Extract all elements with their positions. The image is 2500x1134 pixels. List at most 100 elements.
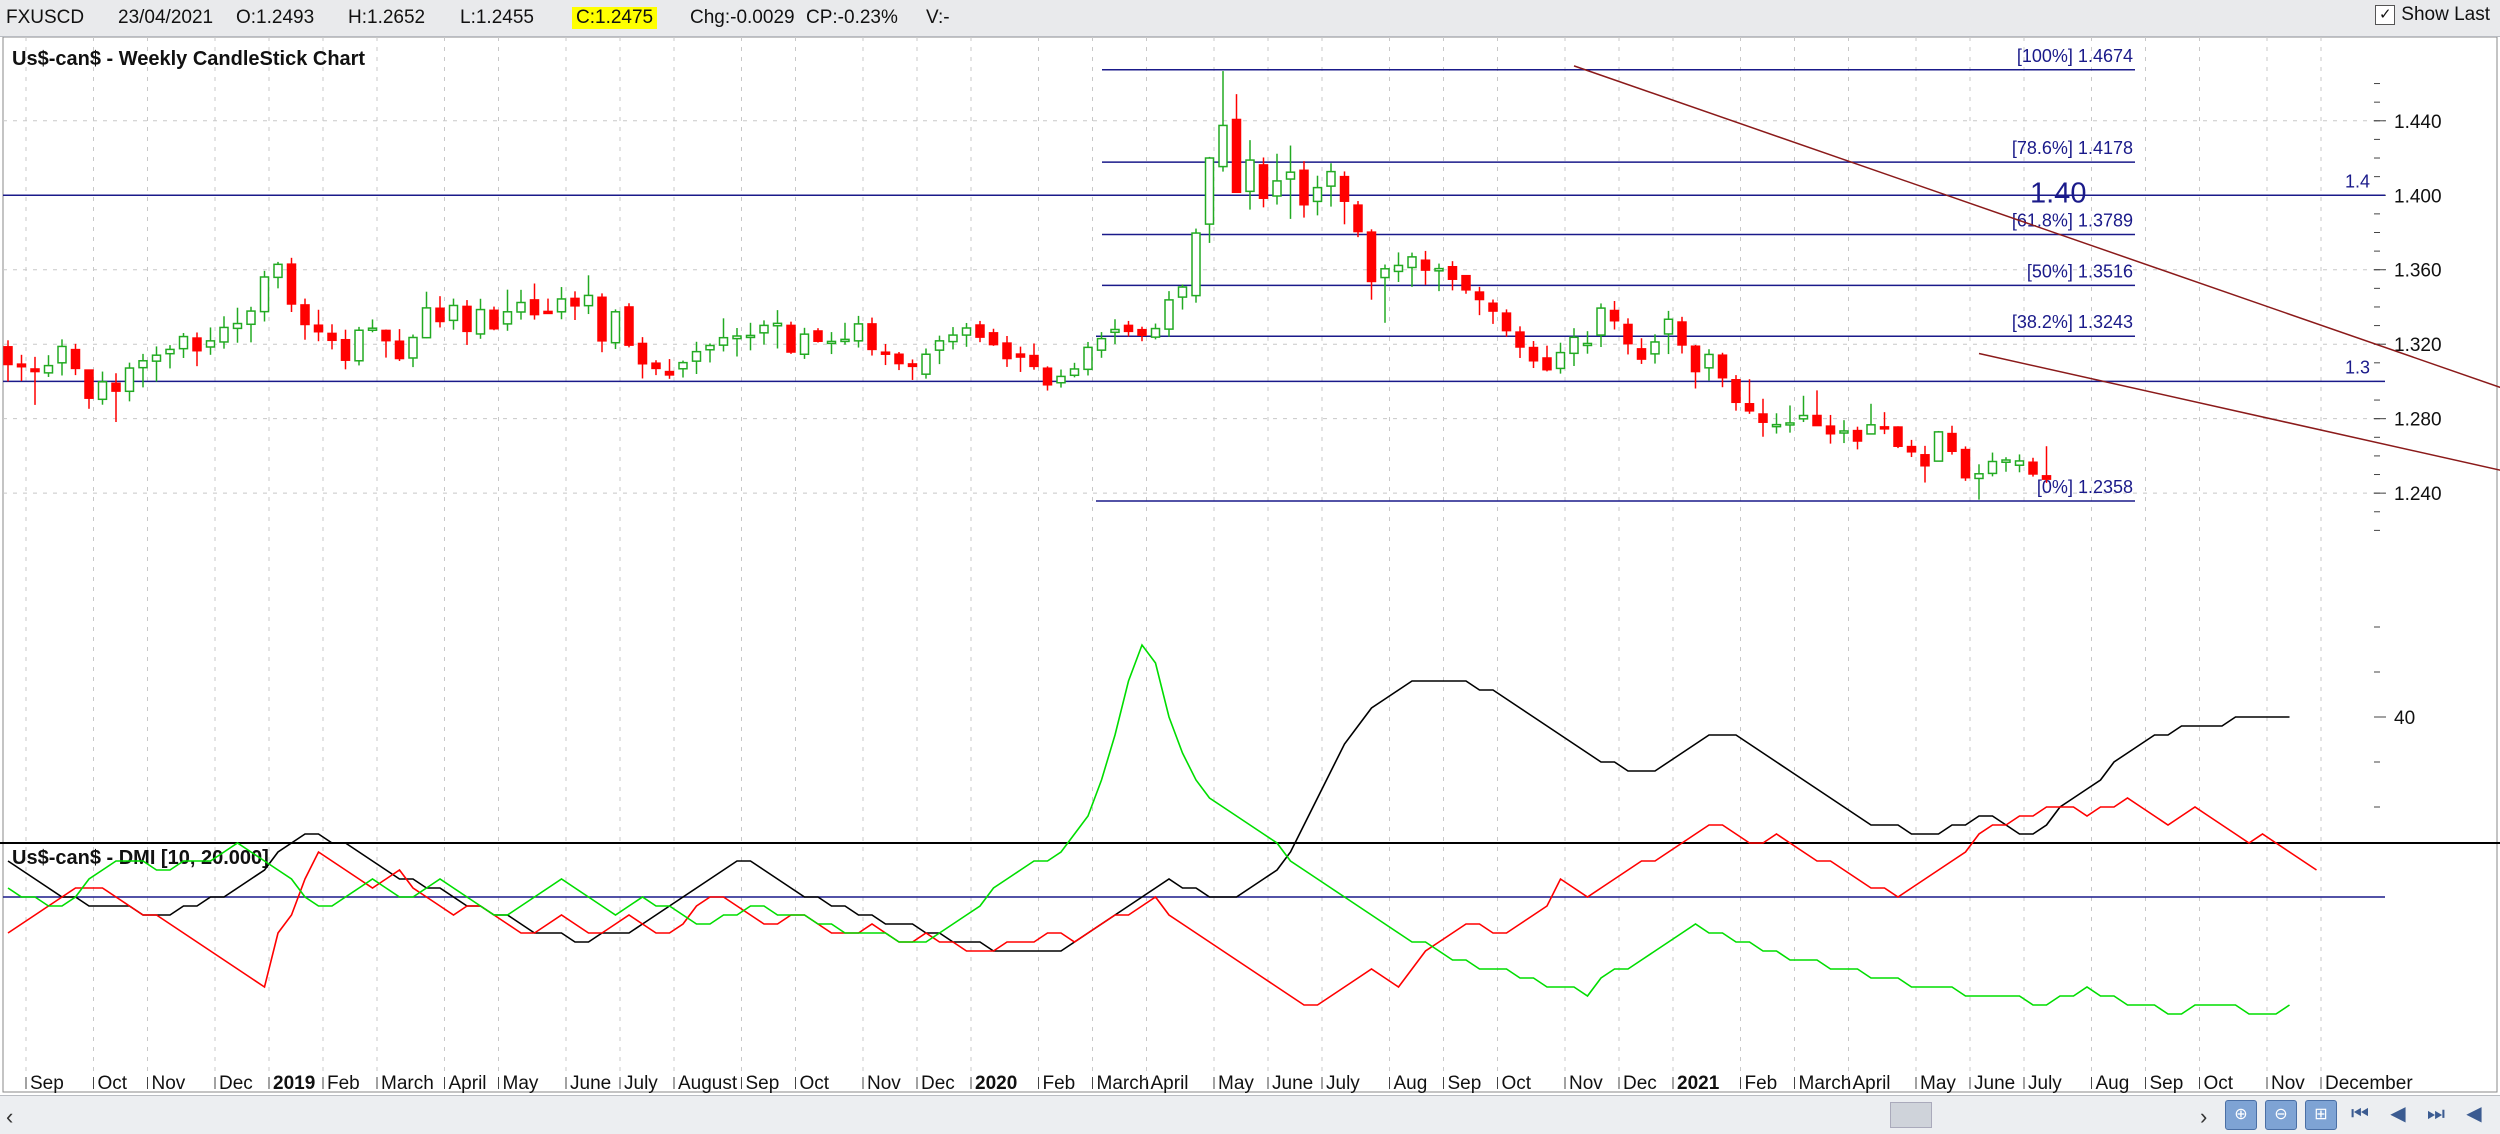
- symbol-label: FXUSCD: [6, 7, 85, 28]
- show-last-checkbox[interactable]: ✓: [2375, 5, 2396, 25]
- candle-body: [1515, 331, 1525, 348]
- candle-body: [178, 335, 189, 350]
- candle-body: [1204, 157, 1215, 225]
- go-next-icon[interactable]: ◀: [2466, 1103, 2482, 1125]
- candle-body: [313, 324, 324, 333]
- scroll-thumb[interactable]: [1890, 1102, 1932, 1128]
- candle-body: [421, 307, 432, 339]
- candle-body: [1272, 180, 1282, 197]
- candle-body: [1083, 346, 1093, 371]
- candle-body: [1663, 318, 1674, 335]
- x-axis-tick-label: April: [1151, 1073, 1189, 1094]
- x-axis-tick-label: May: [1920, 1073, 1956, 1094]
- dmi-title: Us$-can$ - DMI [10, 20.000]: [12, 847, 269, 869]
- zoom-fit-icon[interactable]: ⊞: [2305, 1100, 2337, 1130]
- candle-body: [2028, 461, 2038, 475]
- x-axis-tick-label: Aug: [1394, 1073, 1428, 1094]
- candle-body: [1690, 345, 1701, 373]
- chart-title: Us$-can$ - Weekly CandleStick Chart: [12, 48, 365, 70]
- chart-canvas[interactable]: 1.240 1.280 1.320 1.360 1.400 1.440 1.4 1.3 1.40…: [0, 37, 2500, 1095]
- candle-body: [1812, 414, 1822, 427]
- zoom-in-icon[interactable]: ⊕: [2225, 1100, 2257, 1130]
- candle-body: [1461, 274, 1471, 291]
- high-value: H:1.2652: [348, 7, 426, 28]
- candle-body: [934, 340, 945, 351]
- zoom-out-icon[interactable]: ⊖: [2265, 1100, 2297, 1130]
- candle-body: [502, 311, 513, 325]
- candle-body: [43, 364, 54, 374]
- candle-body: [921, 353, 931, 375]
- candle-body: [1920, 454, 1930, 467]
- show-last-toggle[interactable]: ✓ Show Last: [2375, 4, 2490, 26]
- scroll-bar[interactable]: ‹ › ⊕ ⊖ ⊞ ⏮ ◀ ⏭ ◀ ▶: [0, 1095, 2500, 1134]
- candle-body: [84, 369, 94, 399]
- x-axis-tick-label: 2021: [1677, 1073, 1720, 1094]
- x-axis-tick-label: July: [624, 1073, 658, 1094]
- candle-body: [1245, 159, 1255, 193]
- candle-body: [300, 304, 310, 326]
- candle-body: [138, 360, 148, 369]
- candle-body: [232, 322, 243, 330]
- candle-body: [2014, 460, 2025, 466]
- open-value: O:1.2493: [236, 7, 315, 28]
- x-axis-tick-label: Aug: [2096, 1073, 2130, 1094]
- candle-body: [151, 354, 162, 362]
- go-last-icon[interactable]: ⏭: [2427, 1103, 2445, 1125]
- x-axis-tick-label: 2019: [273, 1073, 315, 1094]
- go-first-icon[interactable]: ⏮: [2351, 1103, 2369, 1125]
- scroll-left-icon[interactable]: ‹: [6, 1104, 14, 1129]
- x-axis-tick-label: Oct: [2204, 1073, 2234, 1094]
- candle-body: [1731, 379, 1741, 404]
- change-percent-value: CP:-0.23%: [806, 7, 898, 28]
- go-prev-icon[interactable]: ◀: [2390, 1103, 2406, 1125]
- x-axis-tick-label: Dec: [1623, 1073, 1657, 1094]
- candle-body: [610, 311, 621, 344]
- candle-body: [1326, 170, 1336, 187]
- scroll-right-icon[interactable]: ›: [2200, 1104, 2208, 1129]
- chart-area[interactable]: 1.240 1.280 1.320 1.360 1.400 1.440 1.4 1.3 1.40…: [0, 37, 2500, 1133]
- candle-body: [1299, 169, 1309, 206]
- candle-body: [664, 370, 675, 376]
- candle-body: [1042, 367, 1053, 386]
- candle-body: [489, 309, 499, 330]
- candle-body: [1231, 118, 1242, 194]
- candle-body: [826, 340, 837, 345]
- candle-body: [988, 332, 999, 346]
- candle-body: [1002, 342, 1012, 360]
- candle-body: [745, 334, 756, 339]
- x-axis-tick-label: May: [1218, 1073, 1254, 1094]
- candle-body: [1218, 124, 1228, 168]
- candle-body: [529, 299, 540, 316]
- candle-body: [1839, 430, 1849, 434]
- y-axis-tick-label: 1.400: [2394, 186, 2442, 207]
- candle-body: [1960, 448, 1971, 479]
- candle-body: [327, 332, 337, 342]
- candle-body: [1056, 375, 1066, 384]
- candle-body: [286, 263, 297, 305]
- candle-body: [1650, 341, 1660, 355]
- change-value: Chg:-0.0029: [690, 7, 795, 28]
- candle-body: [1947, 432, 1957, 453]
- dmi-axis-tick-label: 40: [2394, 708, 2415, 729]
- candle-body: [246, 310, 256, 326]
- chart-nav-buttons: ⊕ ⊖ ⊞ ⏮ ◀ ⏭ ◀ ▶: [2225, 1100, 2500, 1130]
- candle-body: [354, 329, 364, 362]
- candle-body: [2001, 459, 2011, 463]
- fibonacci-label: [50%] 1.3516: [2027, 261, 2133, 281]
- candle-body: [192, 337, 202, 352]
- candle-body: [1636, 348, 1647, 360]
- x-axis-tick-label: Oct: [800, 1073, 830, 1094]
- candle-body: [1609, 309, 1620, 322]
- x-axis-tick-label: Nov: [1569, 1073, 1603, 1094]
- candle-body: [678, 361, 688, 370]
- candle-body: [1393, 264, 1404, 273]
- x-axis-tick-label: Oct: [1502, 1073, 1532, 1094]
- candle-body: [435, 307, 445, 323]
- candle-body: [205, 340, 216, 348]
- candle-body: [30, 368, 40, 373]
- candle-body: [1339, 175, 1350, 202]
- dmi-series-line: [7, 643, 2290, 1015]
- candle-body: [1312, 186, 1323, 203]
- candle-body: [853, 323, 864, 342]
- candle-body: [1596, 307, 1606, 336]
